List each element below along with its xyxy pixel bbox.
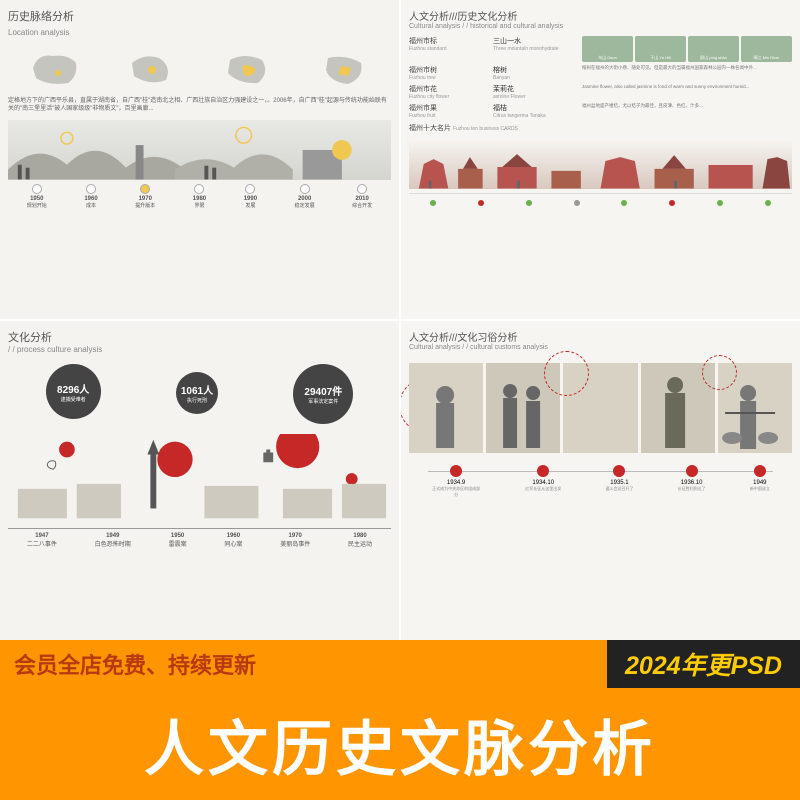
p3-collage bbox=[8, 434, 391, 524]
timeline-dot bbox=[765, 200, 771, 206]
timeline-node: 1935.1遵义会议召开了 bbox=[605, 465, 633, 498]
p3-title-en: / / process culture analysis bbox=[8, 345, 391, 354]
p1-timeline: 1950规划开始 1960成本 1970提升版本 1980界限 1990发展 2000稳定… bbox=[8, 184, 391, 209]
panel-process-culture: 文化分析 / / process culture analysis 8296人逮… bbox=[0, 321, 399, 640]
p4-timeline: 1934.9正式成为中央苏区的组成部分 1934.10红军长征从这里出发 1935.… bbox=[409, 465, 792, 498]
timeline-node: 1960成本 bbox=[84, 184, 97, 209]
banner-main-title: 人文历史文脉分析 bbox=[0, 688, 800, 800]
p2-title-en: Cultural analysis / / historical and cul… bbox=[409, 23, 792, 30]
timeline-node: 2000稳定发展 bbox=[295, 184, 315, 209]
timeline-dot bbox=[430, 200, 436, 206]
p4-photo-row bbox=[409, 363, 792, 453]
map-city bbox=[220, 48, 275, 88]
p3-circles: 8296人逮捕受难者 1061人执行死刑 29407件军事法定案件 bbox=[8, 364, 391, 424]
timeline-node: 1970提升版本 bbox=[135, 184, 155, 209]
skyline-img bbox=[8, 120, 391, 180]
p4-title-en: Cultural analysis / / cultural customs a… bbox=[409, 344, 792, 351]
timeline-dot bbox=[669, 200, 675, 206]
panel-location-analysis: 历史脉络分析 Location analysis 定格地方下的广西平乐县，直属于… bbox=[0, 0, 399, 319]
panel-cultural-customs: 人文分析///文化习俗分析 Cultural analysis / / cult… bbox=[401, 321, 800, 640]
banner-year-badge: 2024年更PSD bbox=[607, 640, 800, 688]
timeline-node: 1934.9正式成为中央苏区的组成部分 bbox=[431, 465, 481, 498]
timeline-node: 1970美丽岛事件 bbox=[280, 533, 310, 548]
culture-row: 福州市花Fuzhou city flower茉莉花asmine FlowerJa… bbox=[409, 84, 792, 100]
p2-timeline bbox=[409, 193, 792, 211]
p2-title-cn: 人文分析///历史文化分析 bbox=[409, 8, 792, 23]
p3-timeline: 1947二二八事件 1949白色恐怖时期 1950雷震案 1960同心案 1970美丽岛… bbox=[8, 528, 391, 548]
timeline-dot bbox=[621, 200, 627, 206]
timeline-node: 1950雷震案 bbox=[169, 533, 187, 548]
p1-title-en: Location analysis bbox=[8, 28, 391, 37]
map-row bbox=[8, 45, 391, 90]
timeline-node: 1949白色恐怖时期 bbox=[95, 533, 131, 548]
dashed-circle-2 bbox=[702, 355, 737, 390]
panel-cultural-analysis: 人文分析///历史文化分析 Cultural analysis / / hist… bbox=[401, 0, 800, 319]
stat-circle-3: 29407件军事法定案件 bbox=[293, 364, 353, 424]
preview-grid: 历史脉络分析 Location analysis 定格地方下的广西平乐县，直属于… bbox=[0, 0, 800, 640]
mountains-svg bbox=[8, 120, 391, 180]
promo-banner: 会员全店免费、持续更新 2024年更PSD 人文历史文脉分析 bbox=[0, 640, 800, 800]
p2-data-grid: 福州市标Fuzhou standard三山一水Three mountain mo… bbox=[409, 36, 792, 119]
photo-1 bbox=[409, 363, 483, 453]
p2-cards-label: 福州十大名片 Fuzhou ten business CARDS bbox=[409, 123, 792, 133]
p4-title-cn: 人文分析///文化习俗分析 bbox=[409, 329, 792, 344]
p2-buildings bbox=[409, 139, 792, 189]
timeline-node: 1949新中国成立 bbox=[750, 465, 770, 498]
timeline-node: 1990发展 bbox=[244, 184, 257, 209]
timeline-node: 1980民主运动 bbox=[348, 533, 372, 548]
timeline-dot bbox=[526, 200, 532, 206]
dashed-circle-3 bbox=[544, 351, 589, 396]
p1-title-cn: 历史脉络分析 bbox=[8, 8, 391, 24]
map-province bbox=[124, 48, 179, 88]
culture-row: 福州市树Fuzhou tree榕树Banyan榕树在福州的大街小巷、随处可见。但… bbox=[409, 65, 792, 81]
timeline-node: 1947二二八事件 bbox=[27, 533, 57, 548]
skyline: 1950规划开始1960成本1970提升版本1980界限1990发展2000稳定… bbox=[8, 120, 391, 205]
banner-top-row: 会员全店免费、持续更新 2024年更PSD bbox=[0, 640, 800, 688]
map-district bbox=[316, 48, 371, 88]
timeline-dot bbox=[478, 200, 484, 206]
timeline-node: 1934.10红军长征从这里出发 bbox=[525, 465, 561, 498]
p1-desc: 定格地方下的广西平乐县，直属于湖南省，自广西"桂"造南北之相、广西壮族自治区力强… bbox=[8, 98, 391, 114]
timeline-node: 1980界限 bbox=[193, 184, 206, 209]
culture-row: 福州市果Fuzhou fruit福桔Citrus tangerina Tanak… bbox=[409, 103, 792, 119]
timeline-dot bbox=[574, 200, 580, 206]
p3-title-cn: 文化分析 bbox=[8, 329, 391, 345]
stat-circle-1: 8296人逮捕受难者 bbox=[46, 364, 101, 419]
timeline-node: 1950规划开始 bbox=[27, 184, 47, 209]
timeline-node: 2010综合开发 bbox=[352, 184, 372, 209]
stat-circle-2: 1061人执行死刑 bbox=[176, 372, 218, 414]
timeline-node: 1936.10长征胜利到达了 bbox=[678, 465, 706, 498]
timeline-node: 1960同心案 bbox=[224, 533, 242, 548]
map-china bbox=[28, 48, 83, 88]
banner-membership-text: 会员全店免费、持续更新 bbox=[0, 640, 607, 688]
culture-row: 福州市标Fuzhou standard三山一水Three mountain mo… bbox=[409, 36, 792, 62]
timeline-dot bbox=[717, 200, 723, 206]
